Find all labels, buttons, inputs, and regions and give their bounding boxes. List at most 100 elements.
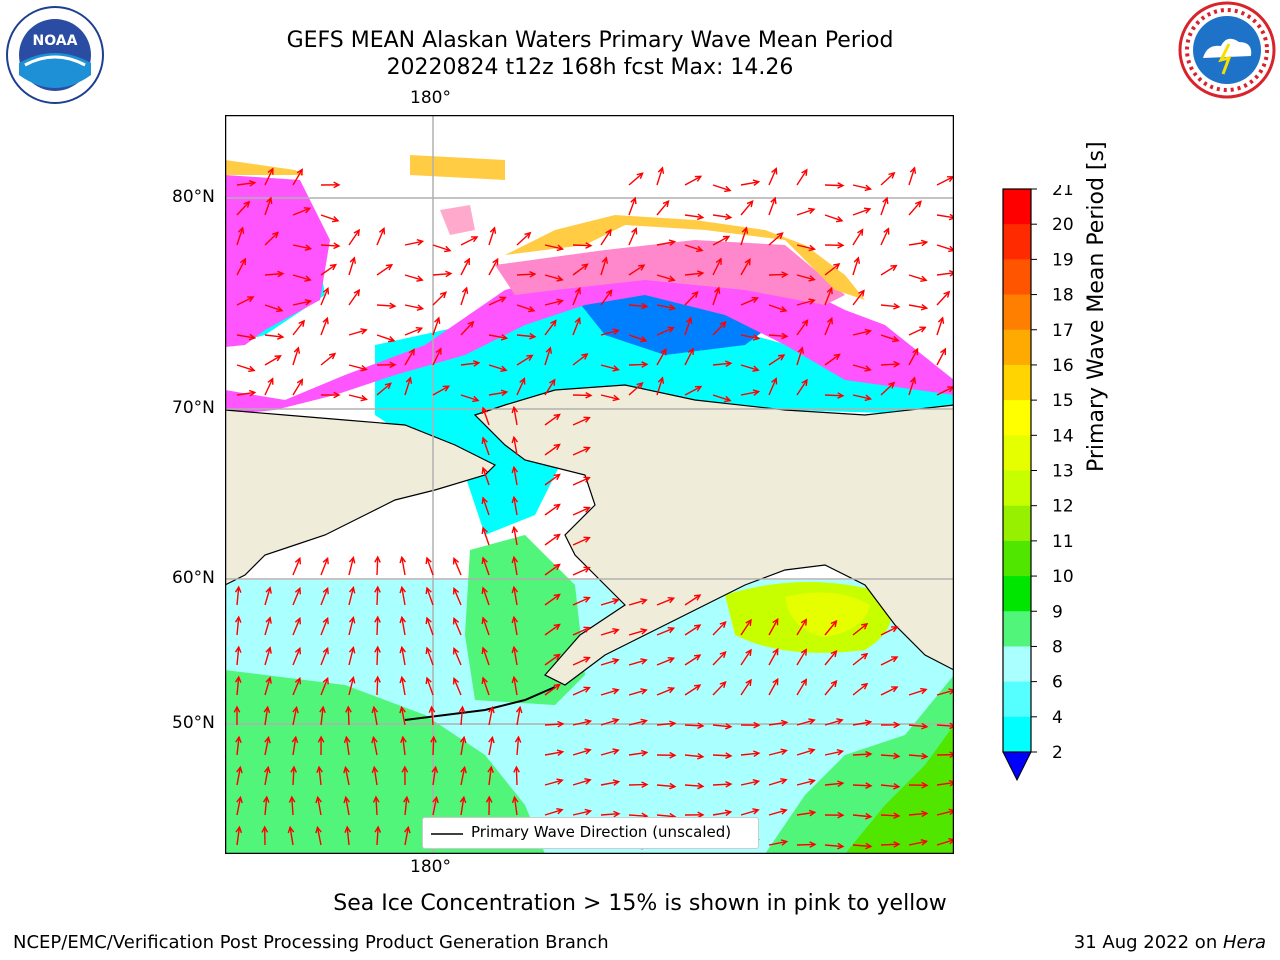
wave-arrow-head [529, 332, 537, 340]
wave-arrow-head [612, 658, 620, 665]
wave-arrow [401, 587, 406, 606]
wave-arrow-head [809, 841, 817, 848]
wave-arrow [628, 659, 647, 666]
wave-arrow [712, 235, 730, 246]
wave-arrow [515, 766, 518, 786]
wave-arrow [572, 417, 590, 426]
wave-arrow [376, 264, 393, 276]
wave-arrow-head [691, 290, 699, 299]
wave-arrow [656, 304, 675, 310]
legend-line-icon [431, 833, 463, 835]
wave-arrow [544, 503, 561, 516]
wave-arrow [544, 779, 563, 786]
wave-arrow-head [488, 735, 495, 744]
wave-arrow [572, 288, 581, 306]
wave-arrow-head [290, 765, 298, 773]
wave-arrow-head [693, 624, 702, 631]
wave-arrow [430, 707, 434, 726]
wave-arrow-head [772, 647, 779, 656]
wave-arrow-head [949, 751, 954, 759]
wave-arrow [488, 767, 492, 786]
wave-arrow-head [583, 686, 591, 693]
wave-arrow-head [865, 842, 873, 850]
wave-arrow-head [940, 347, 947, 356]
wave-arrow [482, 587, 490, 606]
wave-arrow-head [400, 735, 407, 744]
wave-arrow-head [694, 385, 703, 392]
wave-arrow-head [697, 722, 705, 730]
wave-arrow-head [452, 617, 460, 625]
wave-arrow-head [262, 795, 270, 803]
colorbar-swatch [1003, 364, 1031, 401]
wave-arrow [628, 719, 647, 726]
wave-arrow [880, 304, 899, 308]
wave-arrow-head [770, 196, 777, 205]
wave-arrow [628, 197, 636, 216]
wave-arrow-head [833, 353, 841, 361]
wave-arrow [600, 780, 619, 786]
wave-arrow-head [489, 226, 497, 234]
wave-arrow [936, 724, 954, 727]
wave-arrow-head [452, 677, 460, 685]
wave-arrow-head [511, 465, 519, 474]
wave-arrow [880, 784, 899, 788]
wave-arrow-head [389, 302, 397, 310]
wave-arrow [544, 533, 561, 546]
wave-arrow [292, 274, 311, 281]
footer-machine: Hera [1222, 932, 1266, 953]
wave-arrow-head [920, 239, 929, 247]
wave-arrow-head [353, 288, 361, 297]
wave-arrow [236, 617, 240, 636]
wave-arrow-head [374, 555, 381, 563]
colorbar-scale: 21 20 19 18 17 16 15 14 13 12 11 10 9 8 6 4 2 [1002, 180, 1074, 782]
wave-arrow-head [460, 765, 467, 774]
wave-arrow-head [752, 334, 761, 341]
wave-arrow-head [319, 705, 326, 713]
wave-arrow-head [865, 750, 873, 758]
wave-arrow [402, 737, 406, 756]
wave-arrow [345, 737, 350, 756]
wave-arrow-head [920, 275, 928, 283]
wave-arrow [264, 737, 270, 756]
wave-arrow [656, 687, 674, 696]
wave-arrow-head [808, 207, 816, 215]
wave-arrow-head [274, 355, 282, 362]
wave-arrow [544, 413, 561, 426]
wave-arrow-head [553, 413, 561, 421]
wave-arrow-head [389, 361, 397, 369]
wave-period-map [224, 114, 955, 855]
wave-arrow [796, 347, 803, 366]
wave-arrow [376, 646, 379, 666]
wave-arrow [628, 304, 647, 308]
wave-arrow [488, 707, 494, 726]
wave-arrow [796, 749, 815, 756]
wave-arrow [453, 588, 462, 606]
wave-arrow [880, 754, 900, 758]
wave-arrow [712, 754, 732, 757]
wave-arrow [684, 291, 699, 306]
wave-arrow [880, 363, 900, 366]
wave-arrow-head [500, 334, 509, 341]
wave-arrow-head [360, 394, 368, 402]
wave-arrow-head [892, 335, 900, 343]
wave-arrow-head [893, 360, 901, 368]
wave-arrow [824, 782, 843, 786]
wave-arrow [236, 258, 246, 276]
wave-arrow [684, 724, 704, 727]
wave-arrow [656, 274, 675, 281]
wave-arrow-head [430, 735, 437, 743]
wave-arrow [796, 379, 808, 396]
wave-arrow [628, 629, 647, 636]
wave-arrow-head [771, 167, 778, 175]
wave-arrow [375, 796, 378, 816]
wave-arrow-head [401, 765, 409, 773]
wave-arrow-head [304, 298, 313, 306]
wave-arrow-head [893, 721, 901, 729]
wave-arrow-head [322, 556, 329, 565]
wave-arrow [289, 827, 294, 846]
wave-arrow [628, 599, 647, 606]
wave-arrow-head [836, 718, 844, 725]
wave-arrow-head [553, 623, 561, 631]
wave-arrow-head [687, 347, 694, 355]
wave-arrow-head [348, 616, 356, 624]
